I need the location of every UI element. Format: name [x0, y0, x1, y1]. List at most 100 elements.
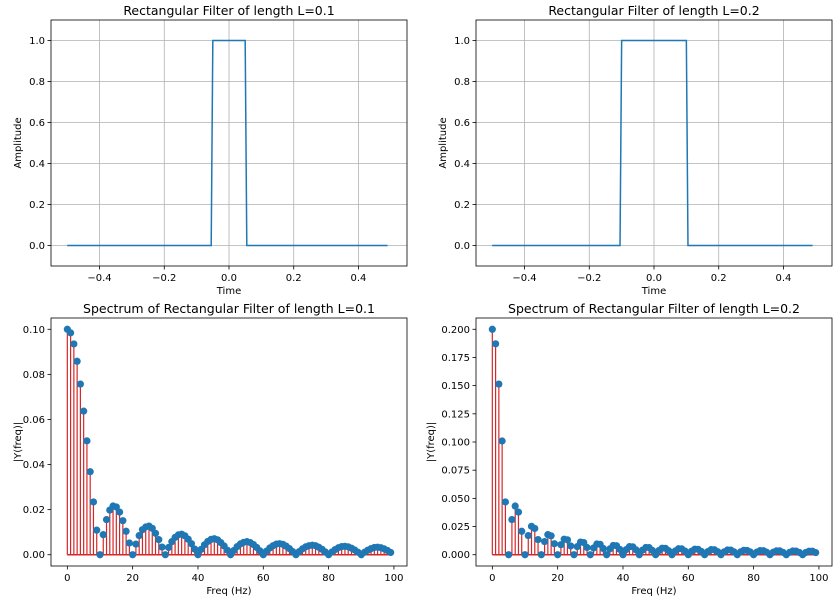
stem-marker	[508, 515, 516, 524]
x-tick-label: 100	[809, 573, 828, 584]
stem-marker	[583, 543, 591, 552]
stem-marker	[119, 517, 127, 525]
stem-marker	[70, 340, 78, 348]
x-tick-label: 20	[126, 573, 139, 584]
stem-marker	[194, 551, 202, 559]
stem-marker	[89, 498, 98, 506]
chart-panel-2: −0.4 −0.2 0.0 0.2 0.4 0.0 0.2 0.4 0.6 0.8 1.0 Recta…	[438, 3, 833, 297]
y-tick-label: 0.075	[441, 466, 470, 477]
x-axis-label: Freq (Hz)	[206, 586, 251, 597]
x-tick-label: −0.4	[87, 273, 111, 284]
x-tick-label: −0.4	[512, 273, 536, 284]
chart-panel-1: −0.4 −0.2 0.0 0.2 0.4 0.0 0.2 0.4 0.6 0.8 1.0 Recta…	[13, 3, 408, 297]
stem-marker	[521, 551, 529, 559]
x-tick-label: −0.2	[152, 273, 176, 284]
y-tick-label: 0.175	[441, 353, 470, 364]
stem-marker	[547, 532, 555, 540]
stem-marker	[534, 536, 542, 544]
stem-marker	[66, 329, 75, 337]
stem-marker	[122, 527, 130, 535]
y-tick-label: 0.4	[29, 159, 45, 170]
stem-marker	[73, 357, 81, 365]
x-axis-label: Time	[216, 286, 241, 297]
x-tick-label: 0.2	[711, 273, 727, 284]
x-tick-label: −0.2	[577, 273, 601, 284]
chart-title: Rectangular Filter of length L=0.1	[123, 3, 334, 18]
x-tick-label: 80	[322, 573, 335, 584]
stem-marker	[498, 437, 506, 445]
y-tick-label: 0.150	[441, 381, 470, 392]
stem-marker	[540, 537, 549, 546]
x-tick-label: 0	[64, 573, 70, 584]
y-tick-label: 0.00	[23, 550, 45, 561]
stem-marker	[570, 551, 578, 559]
x-tick-label: 40	[617, 573, 630, 584]
y-tick-label: 0.8	[454, 77, 470, 88]
stem-marker	[158, 543, 166, 551]
chart-title: Rectangular Filter of length L=0.2	[548, 3, 759, 18]
stem-marker	[155, 536, 163, 544]
stem-marker	[563, 536, 572, 544]
x-axis-label: Time	[641, 286, 666, 297]
stem-marker	[125, 539, 133, 547]
stem-marker	[112, 503, 120, 511]
y-tick-label: 0.025	[441, 522, 470, 533]
x-tick-label: 0.4	[351, 273, 367, 284]
y-tick-label: 0.0	[29, 241, 45, 252]
y-tick-label: 0.6	[454, 118, 470, 129]
y-tick-label: 0.0	[454, 241, 470, 252]
y-tick-label: 0.10	[23, 325, 45, 336]
stem-marker	[488, 325, 496, 333]
stem-marker	[603, 551, 611, 559]
stem-marker	[511, 502, 519, 510]
x-tick-label: 0.0	[221, 273, 237, 284]
stem-marker	[80, 407, 88, 415]
x-tick-label: 100	[384, 573, 403, 584]
stem-marker	[76, 380, 84, 388]
y-tick-label: 0.100	[441, 438, 470, 449]
y-axis-label: |Y(freq)|	[426, 422, 437, 463]
y-axis-label: |Y(freq)|	[13, 422, 24, 463]
y-tick-label: 0.200	[441, 325, 470, 336]
y-axis-label: Amplitude	[438, 117, 449, 168]
stem-marker	[524, 531, 532, 540]
y-tick-label: 0.06	[23, 415, 45, 426]
stem-marker	[599, 544, 607, 553]
signal-line	[492, 39, 813, 247]
x-tick-label: 40	[192, 573, 205, 584]
x-tick-label: 60	[257, 573, 270, 584]
stem-marker	[102, 515, 111, 524]
stem-marker	[96, 551, 104, 559]
stem-marker	[550, 540, 558, 548]
stem-marker	[387, 548, 395, 557]
x-axis-label: Freq (Hz)	[631, 586, 676, 597]
stem-marker	[99, 531, 107, 539]
chart-panel-3: 0 20 40 60 80 100 0.00 0.02 0.04 0.06 0.08 0.10 Spec…	[13, 301, 408, 597]
y-tick-label: 0.6	[29, 118, 45, 129]
y-tick-label: 0.2	[29, 200, 45, 211]
signal-line	[67, 39, 388, 247]
stem-marker	[191, 545, 199, 553]
y-tick-label: 1.0	[29, 36, 45, 47]
x-tick-label: 20	[551, 573, 564, 584]
stem-marker	[135, 531, 143, 540]
stem-marker	[491, 340, 500, 348]
stem-marker	[514, 508, 523, 516]
x-tick-label: 60	[682, 573, 695, 584]
stem-marker	[537, 551, 545, 559]
stem-marker	[86, 468, 94, 476]
y-tick-label: 0.4	[454, 159, 470, 170]
chart-title: Spectrum of Rectangular Filter of length…	[508, 301, 800, 316]
y-tick-label: 0.02	[23, 505, 45, 516]
stem-marker	[93, 526, 101, 534]
stem-marker	[567, 542, 575, 550]
stem-marker	[505, 551, 513, 559]
stem-marker	[495, 380, 503, 388]
stem-marker	[518, 527, 526, 535]
stem-marker	[187, 540, 196, 548]
stem-marker	[554, 551, 562, 559]
y-tick-label: 0.000	[441, 550, 470, 561]
y-tick-label: 0.125	[441, 409, 470, 420]
